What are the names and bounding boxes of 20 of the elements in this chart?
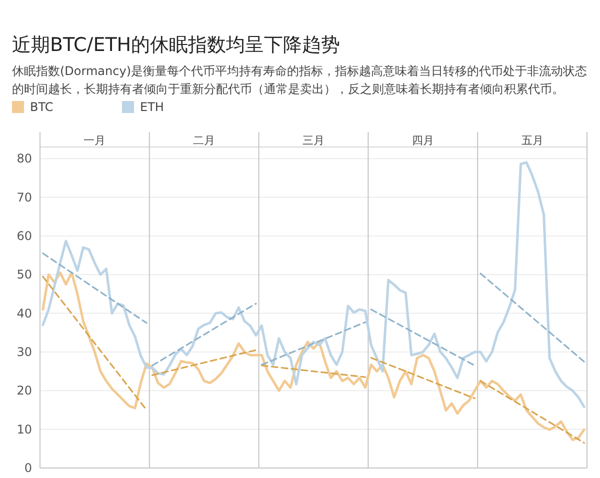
line-series xyxy=(42,161,586,408)
y-tick-label: 70 xyxy=(16,190,32,204)
text: 近期BTC/ETH的休眠指数均呈下降趋势 xyxy=(12,33,342,58)
legend-label: BTC xyxy=(30,100,54,114)
annotation: 三月 xyxy=(302,134,324,147)
annotation: 二月 xyxy=(193,134,216,147)
y-tick-label: 80 xyxy=(16,152,32,166)
y-tick-label: 20 xyxy=(16,384,32,398)
y-tick-label: 0 xyxy=(24,461,32,475)
y-tick-label: 50 xyxy=(16,268,32,282)
annotation: 五月 xyxy=(521,134,544,147)
legend-label: ETH xyxy=(140,100,164,114)
annotation: 一月 xyxy=(84,134,106,147)
line-series xyxy=(42,271,586,442)
annotation: 四月 xyxy=(412,134,434,147)
y-tick-label: 10 xyxy=(16,422,32,436)
y-tick-label: 40 xyxy=(16,306,32,320)
text: 休眠指数(Dormancy)是衡量每个代币平均持有寿命的指标，指标越高意味着当日转移的代币处于非流动状态的时间越长，长期持有者倾向于重新分配代币（通常是卖出），反之则意味着长期持有者倾向积累代币。 xyxy=(12,63,588,98)
y-tick-label: 30 xyxy=(16,344,32,359)
y-tick-label: 60 xyxy=(16,228,32,243)
